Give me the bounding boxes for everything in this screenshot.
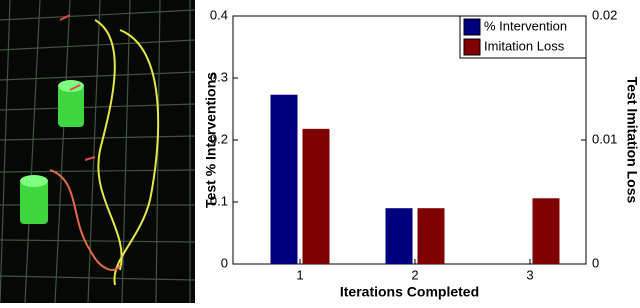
bar xyxy=(302,128,330,264)
bar xyxy=(417,208,445,264)
legend-label: % Intervention xyxy=(484,18,567,33)
y-tick-label: 0 xyxy=(221,255,228,270)
bar xyxy=(385,208,413,264)
legend-box xyxy=(459,15,587,59)
legend-swatch xyxy=(463,38,481,56)
bar xyxy=(270,94,298,265)
x-tick-label: 1 xyxy=(296,267,303,282)
y-axis-label: Test % Interventions xyxy=(203,72,219,208)
legend-swatch xyxy=(463,18,481,36)
y-tick-label: 0.4 xyxy=(210,7,228,22)
y2-axis-label: Test Imitation Loss xyxy=(624,77,640,204)
bar xyxy=(532,198,560,264)
y2-tick-label: 0.01 xyxy=(592,131,617,146)
y-tick-label: 0.1 xyxy=(210,193,228,208)
legend-label: Imitation Loss xyxy=(484,38,565,53)
scene-render xyxy=(0,0,196,304)
x-axis-label: Iterations Completed xyxy=(340,284,479,300)
y2-tick-label: 0.02 xyxy=(592,7,617,22)
x-tick-label: 3 xyxy=(526,267,533,282)
y-tick-label: 0.2 xyxy=(210,131,228,146)
y2-tick-label: 0 xyxy=(592,255,599,270)
y-tick-label: 0.3 xyxy=(210,69,228,84)
x-tick-label: 2 xyxy=(411,267,418,282)
